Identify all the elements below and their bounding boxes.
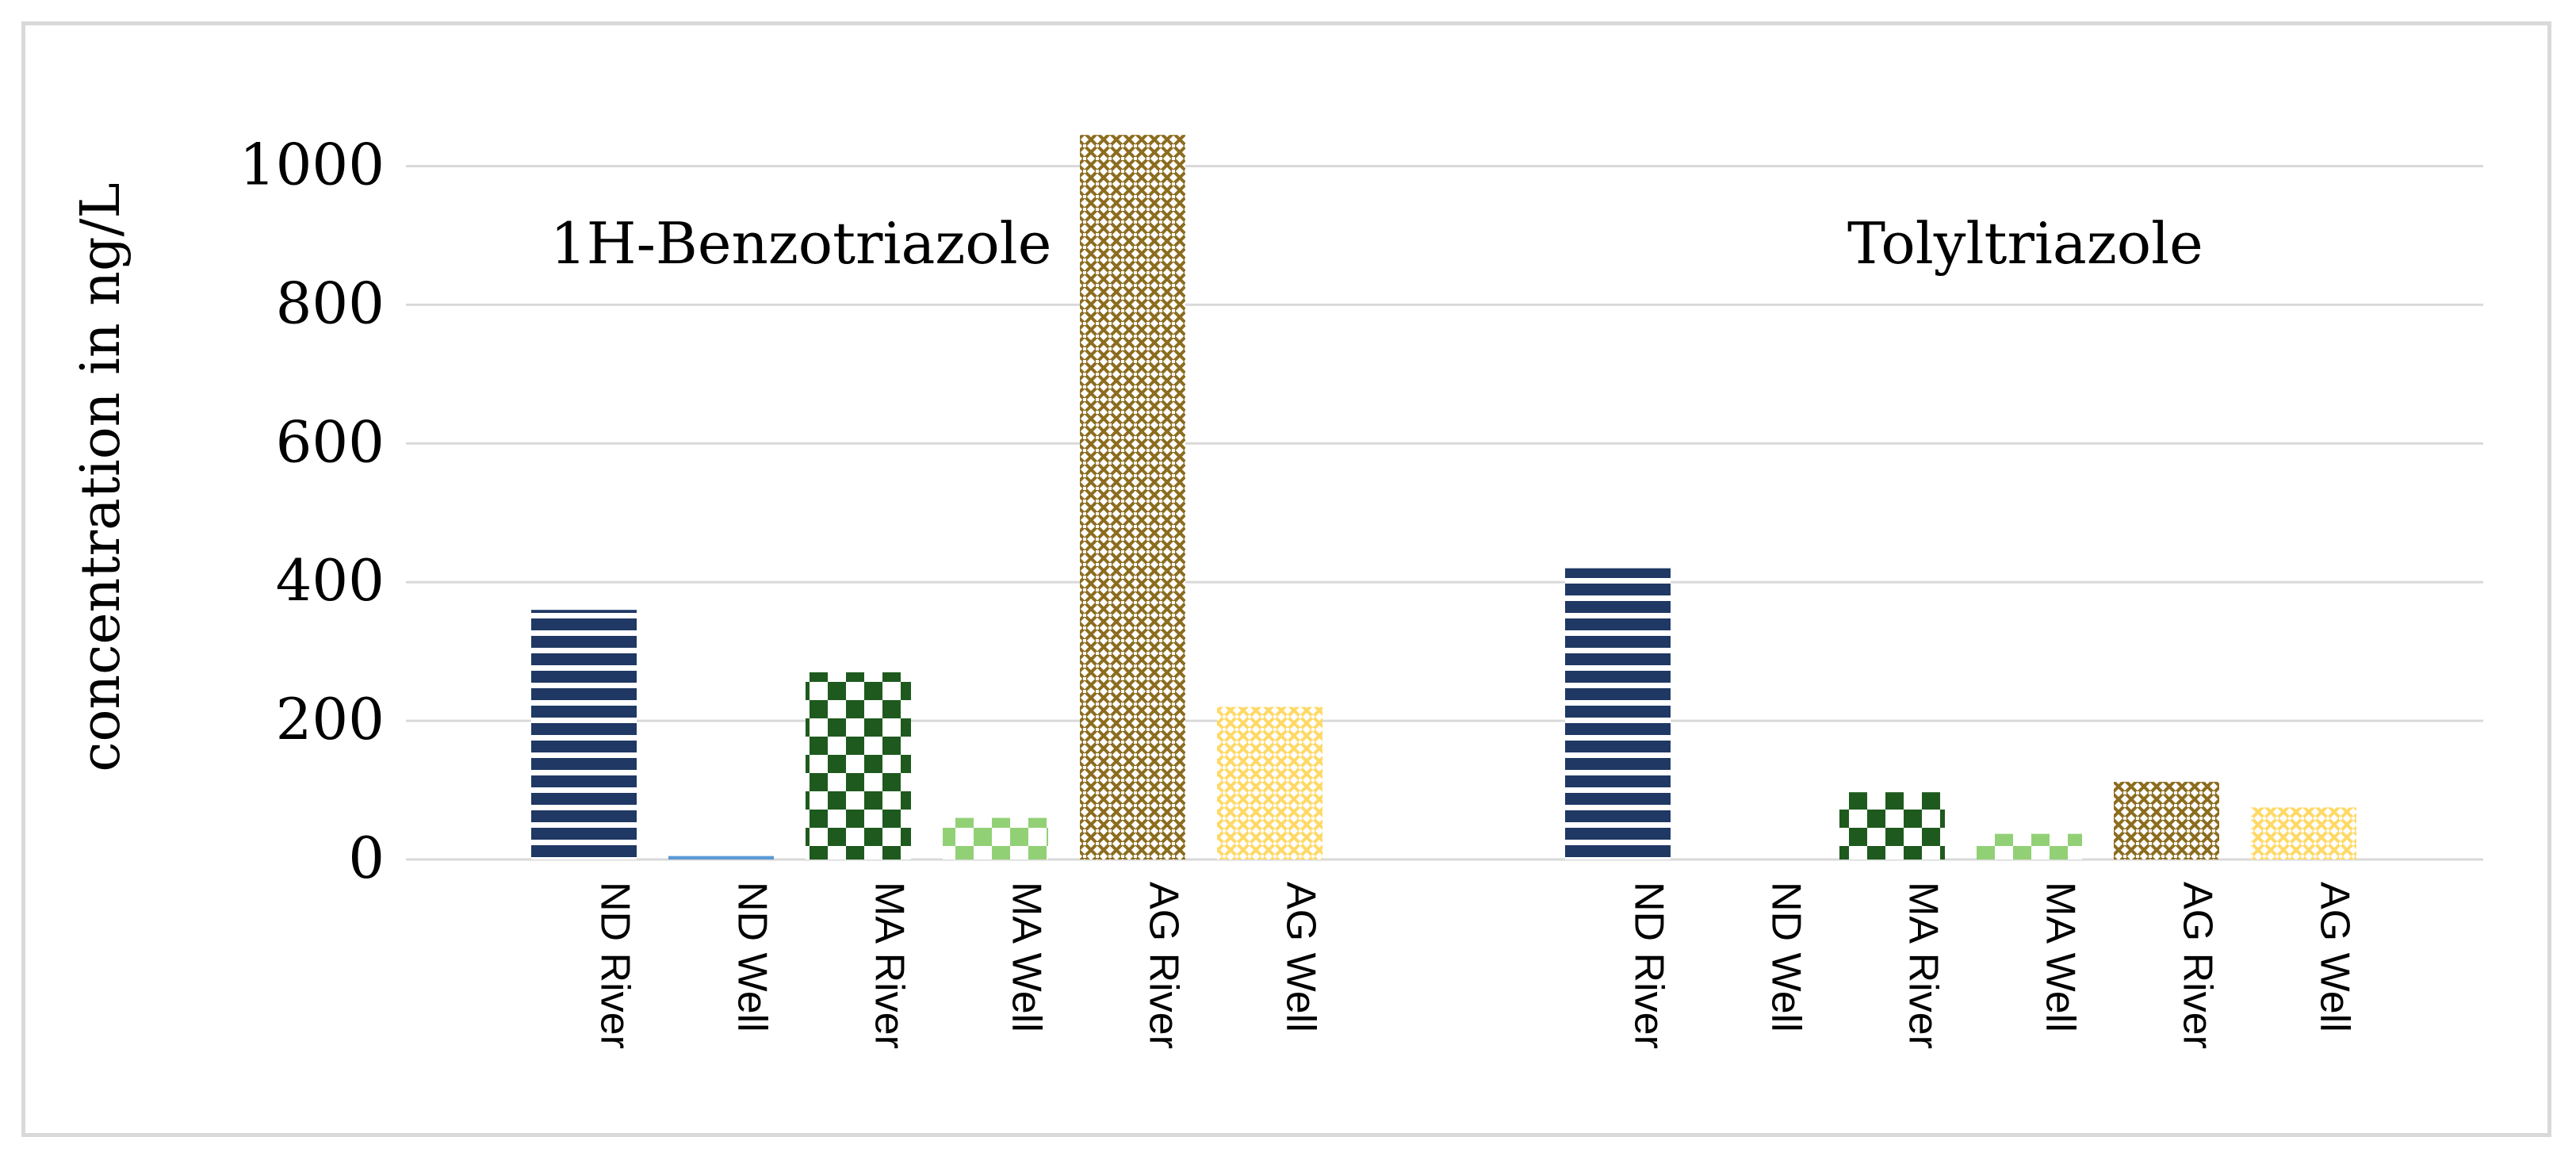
bars [531, 135, 2356, 859]
x-tick-label-ma-river: MA River [867, 882, 913, 1049]
bar-1h-benzotriazole-ag-well [1217, 706, 1322, 859]
bar-1h-benzotriazole-nd-well [668, 856, 774, 859]
bar-tolyltriazole-ag-well [2251, 807, 2356, 859]
y-tick-label: 400 [276, 547, 385, 614]
bar-tolyltriazole-nd-river [1565, 568, 1671, 859]
bar-1h-benzotriazole-ma-river [806, 672, 911, 859]
bar-tolyltriazole-ma-river [1839, 792, 1945, 859]
bar-tolyltriazole-ag-river [2114, 782, 2219, 859]
x-tick-label-ag-well: AG Well [2312, 882, 2358, 1032]
x-tick-label-nd-river: ND River [1626, 882, 1672, 1049]
bar-tolyltriazole-ma-well [1977, 833, 2082, 859]
group-label-1h-benzotriazole: 1H-Benzotriazole [550, 210, 1051, 277]
x-tick-label-ag-river: AG River [1141, 882, 1187, 1049]
group-labels: 1H-Benzotriazole Tolyltriazole [550, 210, 2203, 277]
x-tick-label-ma-well: MA Well [1004, 882, 1050, 1032]
y-tick-label: 0 [348, 825, 385, 891]
y-axis-ticks: 0 200 400 600 800 1000 [239, 132, 385, 892]
y-tick-label: 600 [276, 408, 385, 475]
chart-svg: 0 200 400 600 800 1000 ND River ND Well MA Rive… [70, 132, 2483, 1049]
bar-1h-benzotriazole-ag-river [1080, 135, 1185, 859]
y-tick-label: 1000 [239, 132, 385, 198]
x-tick-label-ma-river: MA River [1900, 882, 1946, 1049]
x-tick-label-ag-river: AG River [2175, 882, 2221, 1049]
bar-1h-benzotriazole-nd-river [531, 610, 637, 859]
y-tick-label: 200 [276, 686, 385, 752]
y-axis-label: concentration in ng/L [70, 182, 132, 771]
bar-1h-benzotriazole-ma-well [943, 817, 1048, 859]
x-tick-label-nd-well: ND Well [1763, 882, 1809, 1032]
x-tick-label-ma-well: MA Well [2038, 882, 2084, 1032]
x-tick-label-nd-river: ND River [592, 882, 638, 1049]
x-tick-label-ag-well: AG Well [1278, 882, 1324, 1032]
group-label-tolyltriazole: Tolyltriazole [1847, 210, 2203, 277]
y-tick-label: 800 [276, 270, 385, 336]
chart-frame: 0 200 400 600 800 1000 ND River ND Well MA Rive… [21, 21, 2551, 1137]
x-axis-ticks: ND River ND Well MA River MA Well AG River AG… [592, 882, 2358, 1049]
x-tick-label-nd-well: ND Well [729, 882, 775, 1032]
